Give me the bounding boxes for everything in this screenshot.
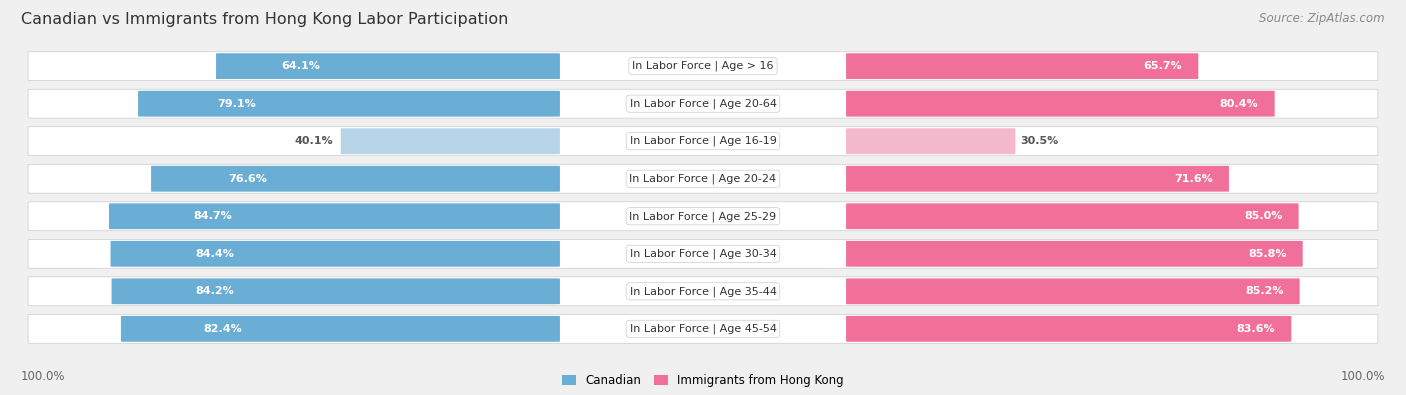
Text: 84.4%: 84.4% [195,249,233,259]
Text: In Labor Force | Age 45-54: In Labor Force | Age 45-54 [630,324,776,334]
Text: 85.2%: 85.2% [1244,286,1284,296]
Text: 65.7%: 65.7% [1143,61,1182,71]
FancyBboxPatch shape [28,202,1378,231]
Text: 30.5%: 30.5% [1021,136,1059,146]
Text: In Labor Force | Age 25-29: In Labor Force | Age 25-29 [630,211,776,222]
FancyBboxPatch shape [28,89,1378,118]
Text: 64.1%: 64.1% [281,61,321,71]
FancyBboxPatch shape [28,164,1378,193]
Text: Canadian vs Immigrants from Hong Kong Labor Participation: Canadian vs Immigrants from Hong Kong La… [21,12,509,27]
Text: 83.6%: 83.6% [1236,324,1275,334]
FancyBboxPatch shape [846,203,1299,229]
Text: 40.1%: 40.1% [294,136,333,146]
Legend: Canadian, Immigrants from Hong Kong: Canadian, Immigrants from Hong Kong [562,374,844,387]
Text: 84.7%: 84.7% [194,211,232,221]
FancyBboxPatch shape [28,314,1378,343]
Text: In Labor Force | Age > 16: In Labor Force | Age > 16 [633,61,773,71]
FancyBboxPatch shape [150,166,560,192]
Text: In Labor Force | Age 30-34: In Labor Force | Age 30-34 [630,248,776,259]
FancyBboxPatch shape [138,91,560,117]
Text: 71.6%: 71.6% [1174,174,1213,184]
FancyBboxPatch shape [846,316,1291,342]
FancyBboxPatch shape [121,316,560,342]
Text: In Labor Force | Age 20-64: In Labor Force | Age 20-64 [630,98,776,109]
FancyBboxPatch shape [846,278,1299,304]
FancyBboxPatch shape [846,128,1015,154]
FancyBboxPatch shape [28,52,1378,81]
FancyBboxPatch shape [28,127,1378,156]
FancyBboxPatch shape [111,278,560,304]
FancyBboxPatch shape [110,203,560,229]
FancyBboxPatch shape [28,277,1378,306]
Text: Source: ZipAtlas.com: Source: ZipAtlas.com [1260,12,1385,25]
Text: In Labor Force | Age 20-24: In Labor Force | Age 20-24 [630,173,776,184]
Text: 85.8%: 85.8% [1249,249,1286,259]
FancyBboxPatch shape [846,91,1275,117]
Text: 84.2%: 84.2% [195,286,235,296]
FancyBboxPatch shape [111,241,560,267]
Text: 100.0%: 100.0% [21,370,66,383]
FancyBboxPatch shape [846,241,1303,267]
Text: 80.4%: 80.4% [1220,99,1258,109]
Text: 100.0%: 100.0% [1340,370,1385,383]
Text: In Labor Force | Age 35-44: In Labor Force | Age 35-44 [630,286,776,297]
Text: 76.6%: 76.6% [228,174,267,184]
FancyBboxPatch shape [846,166,1229,192]
Text: 79.1%: 79.1% [218,99,256,109]
FancyBboxPatch shape [217,53,560,79]
FancyBboxPatch shape [846,53,1198,79]
FancyBboxPatch shape [340,128,560,154]
Text: 85.0%: 85.0% [1244,211,1282,221]
FancyBboxPatch shape [28,239,1378,268]
Text: 82.4%: 82.4% [204,324,242,334]
Text: In Labor Force | Age 16-19: In Labor Force | Age 16-19 [630,136,776,147]
